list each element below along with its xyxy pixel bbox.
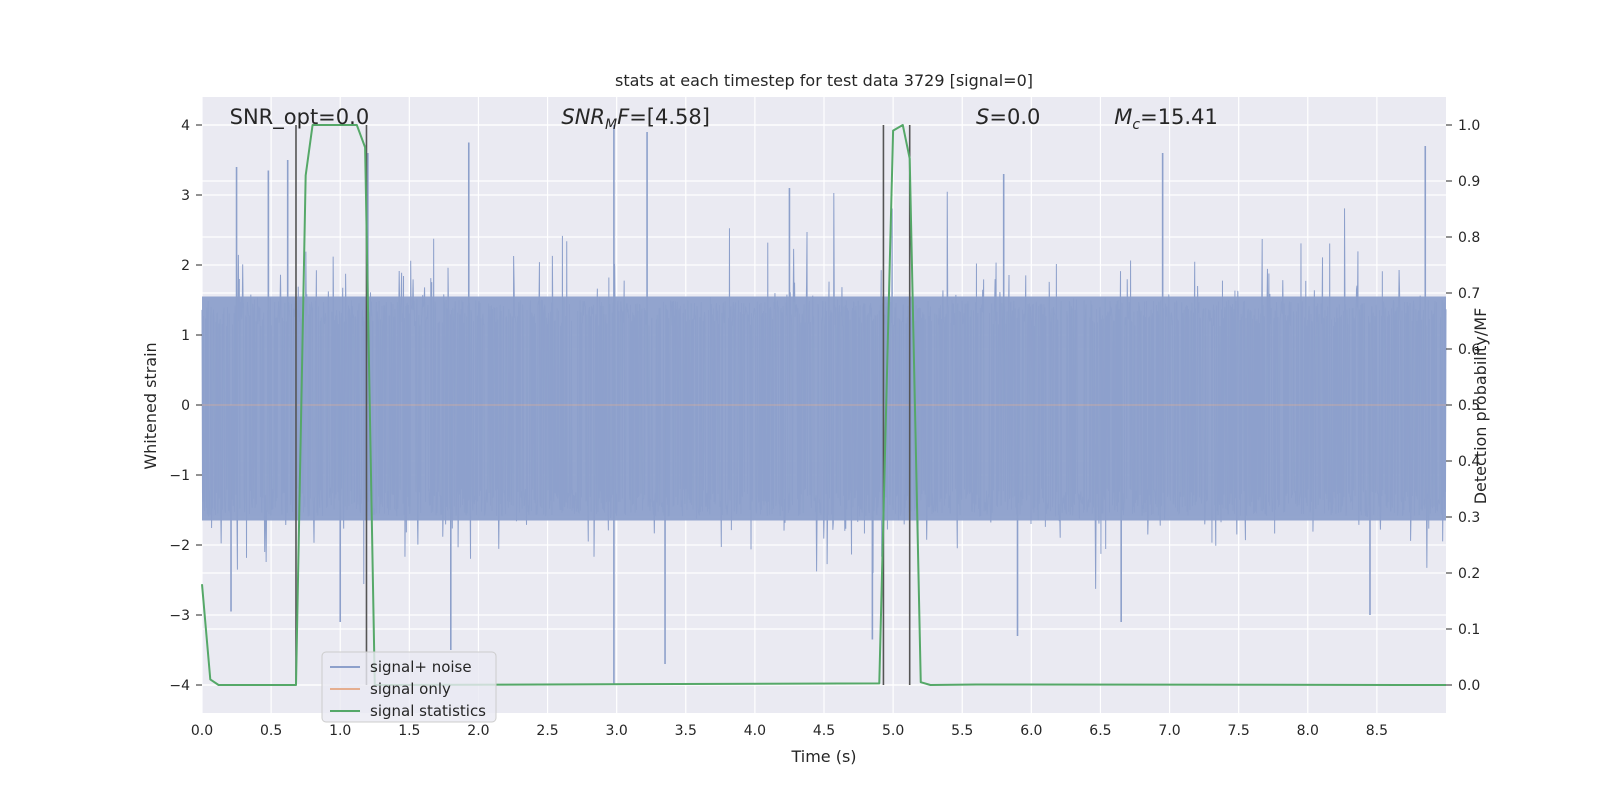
chart-title: stats at each timestep for test data 372… (615, 71, 1033, 90)
x-tick-label: 7.5 (1228, 723, 1250, 739)
y-right-tick-label: 0.7 (1458, 286, 1480, 302)
x-tick-label: 0.5 (260, 723, 282, 739)
vertical-markers (295, 125, 911, 685)
annotation-text: Mc=15.41 (1114, 105, 1218, 133)
y-left-axis-ticks: −4 −3 −2 −1 0 1 2 3 4 (169, 118, 202, 694)
y-right-tick-label: 0.6 (1458, 342, 1480, 358)
y-right-tick-label: 0.1 (1458, 622, 1480, 638)
x-axis-ticks: 0.0 0.5 1.0 1.5 2.0 2.5 3.0 3.5 4.0 4.5 5.0 5.5 6.0 6… (191, 723, 1388, 739)
y-left-tick-label: −2 (169, 538, 190, 554)
x-tick-label: 5.5 (951, 723, 973, 739)
x-tick-label: 1.0 (329, 723, 351, 739)
legend-box (321, 651, 497, 723)
x-axis-label: Time (s) (790, 747, 856, 766)
y-right-axis-ticks: 0.0 0.1 0.2 0.3 0.4 0.5 0.6 0.7 0.8 0.9 1.0 (1446, 118, 1480, 694)
x-tick-label: 2.5 (536, 723, 558, 739)
legend-entry: signal+ noise (370, 658, 472, 676)
y-left-tick-label: 1 (181, 328, 190, 344)
y-right-tick-label: 0.0 (1458, 678, 1480, 694)
noise-core (202, 296, 1446, 521)
y-left-tick-label: 0 (181, 398, 190, 414)
x-tick-label: 2.0 (467, 723, 489, 739)
legend-entry: signal statistics (370, 702, 486, 720)
y-left-tick-label: −3 (169, 608, 190, 624)
y-right-tick-label: 0.8 (1458, 230, 1480, 246)
y-right-axis-label: Detection probability/MF (1471, 308, 1490, 505)
x-tick-label: 8.5 (1366, 723, 1388, 739)
y-right-tick-label: 0.5 (1458, 398, 1480, 414)
x-tick-label: 8.0 (1297, 723, 1319, 739)
y-left-axis-label: Whitened strain (141, 342, 160, 469)
x-tick-label: 6.5 (1089, 723, 1111, 739)
y-left-tick-label: 2 (181, 258, 190, 274)
annotation-text: S=0.0 (976, 105, 1040, 129)
legend-entry: signal only (370, 680, 451, 698)
y-left-tick-label: −4 (169, 678, 190, 694)
y-right-tick-label: 0.3 (1458, 510, 1480, 526)
y-left-tick-label: 4 (181, 118, 190, 134)
y-right-tick-label: 0.2 (1458, 566, 1480, 582)
y-left-tick-label: 3 (181, 188, 190, 204)
x-tick-label: 1.5 (398, 723, 420, 739)
y-right-tick-label: 0.4 (1458, 454, 1480, 470)
x-tick-label: 4.5 (813, 723, 835, 739)
x-tick-label: 4.0 (744, 723, 766, 739)
x-tick-label: 3.5 (675, 723, 697, 739)
x-tick-label: 3.0 (606, 723, 628, 739)
annotation-text: SNR_opt=0.0 (230, 105, 370, 130)
annotations: SNR_opt=0.0 SNRMF=[4.58] S=0.0 Mc=15.41 (230, 105, 1218, 133)
x-tick-label: 6.0 (1020, 723, 1042, 739)
series-signal-noise (201, 125, 1447, 685)
annotation-text: SNRMF=[4.58] (561, 105, 710, 133)
x-tick-label: 0.0 (191, 723, 213, 739)
y-right-tick-label: 0.9 (1458, 174, 1480, 190)
x-tick-label: 5.0 (882, 723, 904, 739)
x-tick-label: 7.0 (1158, 723, 1180, 739)
legend: signal+ noise signal only signal statistic… (321, 651, 497, 723)
y-right-tick-label: 1.0 (1458, 118, 1480, 134)
y-left-tick-label: −1 (169, 468, 190, 484)
